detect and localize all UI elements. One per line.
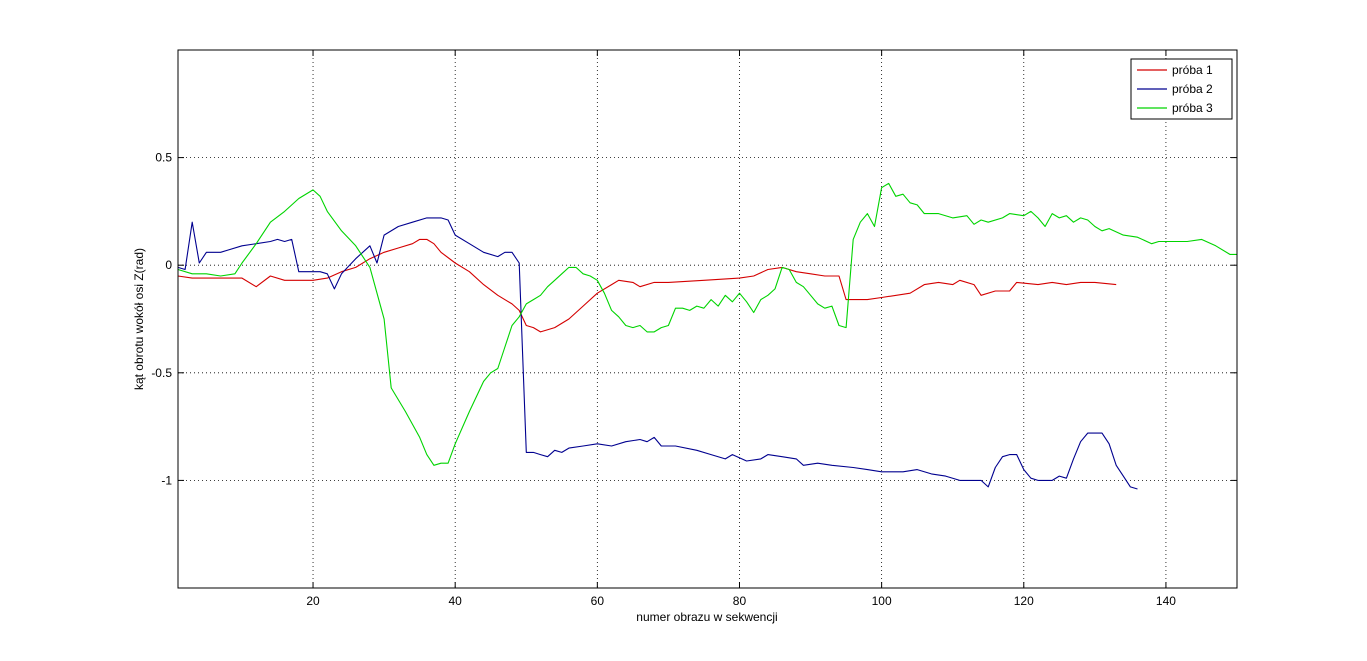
y-tick-label: 0.5 [155, 151, 172, 165]
x-tick-label: 100 [872, 594, 892, 608]
series-line-próba-2 [177, 217, 1138, 490]
x-axis-label: numer obrazu w sekwencji [636, 610, 777, 624]
x-tick-label: 60 [591, 594, 605, 608]
legend-label: próba 3 [1172, 101, 1213, 115]
y-tick-label: -0.5 [151, 366, 172, 380]
series-line-próba-1 [177, 238, 1117, 333]
series-line-próba-3 [177, 182, 1237, 466]
y-tick-label: 0 [165, 258, 172, 272]
plot-frame [177, 49, 1238, 589]
x-tick-label: 40 [449, 594, 463, 608]
grid-lines [178, 50, 1237, 588]
legend: próba 1 próba 2 próba 3 [1130, 58, 1233, 120]
legend-label: próba 1 [1172, 63, 1213, 77]
axis-ticks: 20 40 60 80 100 120 140 0.5 0 -0.5 -1 [151, 50, 1237, 608]
plot-area [178, 50, 1237, 588]
series-lines [177, 182, 1237, 490]
x-tick-label: 20 [306, 594, 320, 608]
legend-label: próba 2 [1172, 82, 1213, 96]
x-tick-label: 140 [1156, 594, 1176, 608]
y-axis-label: kąt obrotu wokół osi Z(rad) [132, 248, 146, 390]
x-tick-label: 80 [733, 594, 747, 608]
x-tick-label: 120 [1014, 594, 1034, 608]
y-tick-label: -1 [161, 473, 172, 487]
